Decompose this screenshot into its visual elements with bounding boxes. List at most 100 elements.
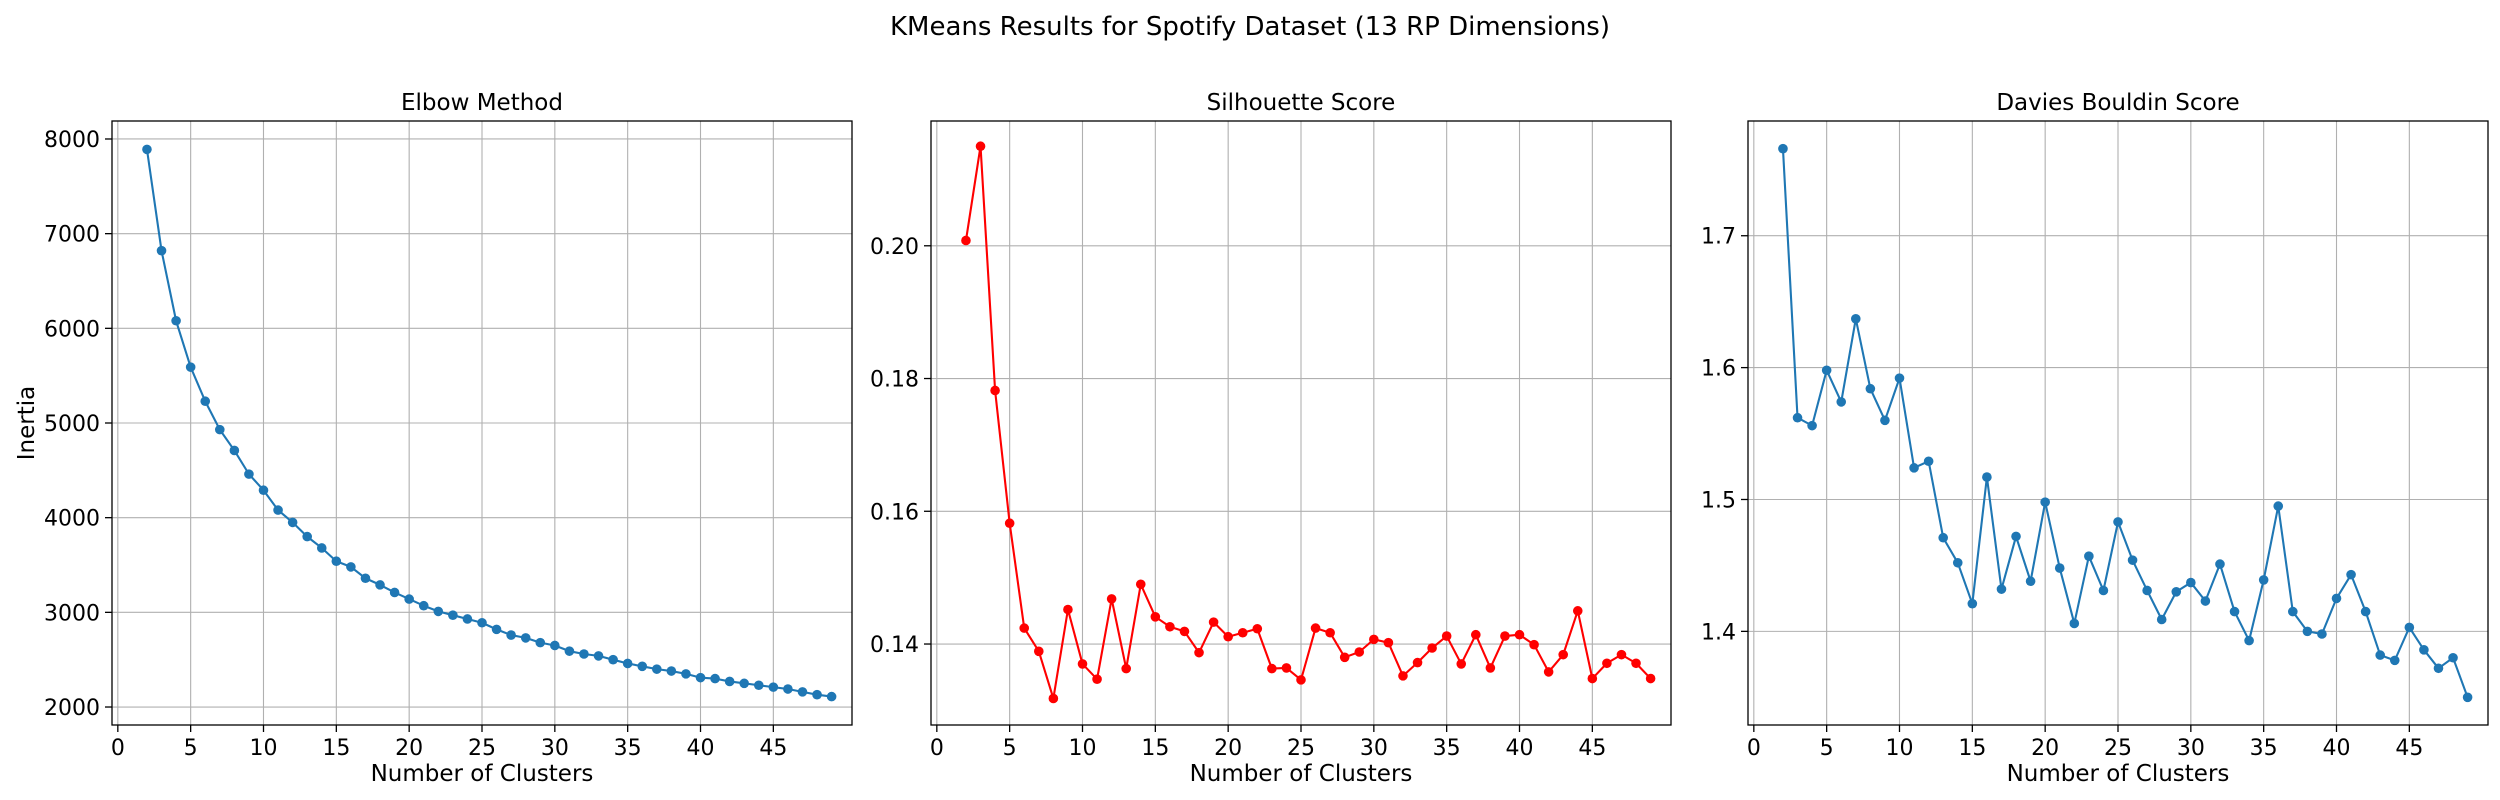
data-point	[1194, 647, 1204, 658]
data-point	[1543, 667, 1554, 677]
data-point	[1150, 612, 1161, 622]
data-point	[1369, 634, 1379, 645]
data-point	[185, 362, 196, 372]
data-point	[637, 661, 648, 672]
data-point	[1092, 674, 1102, 685]
y-tick-label: 7000	[44, 223, 100, 248]
y-tick-label: 1.7	[1701, 225, 1736, 250]
y-tick-label: 6000	[44, 317, 100, 342]
data-point	[1952, 557, 1963, 568]
x-tick-label: 25	[1287, 736, 1315, 761]
x-tick-label: 40	[687, 736, 715, 761]
data-point	[1165, 621, 1175, 632]
data-point	[2462, 692, 2473, 703]
data-point	[1982, 472, 1992, 482]
data-point	[418, 600, 429, 611]
data-point	[1587, 673, 1598, 684]
data-point	[1383, 637, 1394, 648]
x-tick-label: 15	[1141, 736, 1169, 761]
x-tick-label: 5	[1820, 736, 1834, 761]
x-axis-label: Number of Clusters	[371, 761, 594, 787]
data-point	[462, 614, 473, 624]
data-point	[1996, 584, 2007, 594]
data-point	[273, 505, 283, 515]
x-tick-label: 20	[1214, 736, 1242, 761]
data-point	[1354, 647, 1365, 657]
x-tick-label: 40	[2323, 736, 2351, 761]
data-point	[1792, 412, 1803, 423]
data-point	[2244, 635, 2254, 646]
data-point	[506, 630, 516, 640]
data-point	[695, 672, 706, 683]
data-point	[1223, 631, 1233, 642]
data-point	[1237, 627, 1248, 638]
data-point	[1033, 646, 1044, 657]
x-tick-label: 45	[759, 736, 787, 761]
data-point	[2084, 551, 2094, 561]
x-tick-label: 45	[2395, 736, 2423, 761]
data-point	[1252, 623, 1263, 634]
data-point	[550, 640, 560, 651]
chart-panel-3: 0 5 10 15 20 25 30 35 40 45 1.4 1.5 1.6 1.7 Davies Bou…	[1701, 90, 2489, 787]
data-point	[826, 691, 837, 702]
y-tick-label: 1.6	[1701, 357, 1736, 382]
data-point	[1923, 456, 1934, 467]
x-tick-label: 35	[1433, 736, 1461, 761]
data-point	[1179, 626, 1190, 637]
data-point	[389, 587, 400, 598]
data-point	[258, 485, 269, 496]
data-point	[1850, 314, 1861, 324]
data-point	[1514, 629, 1525, 640]
y-tick-label: 1.4	[1701, 620, 1736, 645]
data-point	[1894, 373, 1905, 383]
data-point	[1281, 663, 1292, 673]
x-tick-label: 0	[111, 736, 125, 761]
data-point	[1880, 415, 1890, 426]
y-tick-label: 2000	[44, 696, 100, 721]
y-tick-label: 8000	[44, 128, 100, 153]
data-point	[1938, 532, 1948, 543]
data-point	[797, 687, 808, 697]
data-point	[2200, 596, 2211, 606]
data-point	[2215, 559, 2225, 569]
data-point	[316, 543, 327, 553]
data-point	[768, 682, 779, 692]
data-point	[156, 245, 167, 256]
data-point	[1106, 594, 1117, 604]
data-point	[739, 678, 750, 689]
data-point	[1412, 657, 1423, 668]
data-point	[579, 649, 589, 659]
data-point	[1821, 365, 1832, 376]
data-point	[1427, 643, 1437, 653]
data-point	[1325, 627, 1335, 638]
data-point	[2331, 593, 2342, 604]
data-point	[433, 606, 444, 617]
data-point	[1004, 518, 1015, 529]
data-point	[2302, 626, 2313, 637]
x-tick-label: 0	[1747, 736, 1761, 761]
data-point	[1398, 671, 1408, 681]
data-point	[681, 669, 691, 679]
chart-panel-1: 0 5 10 15 20 25 30 35 40 45 2000 3000 4000 5000 6000 70…	[14, 90, 853, 787]
x-tick-label: 15	[322, 736, 350, 761]
x-tick-label: 10	[1885, 736, 1913, 761]
data-point	[1909, 463, 1919, 473]
data-point	[2360, 606, 2371, 617]
x-tick-label: 35	[614, 736, 642, 761]
data-point	[1529, 639, 1539, 650]
x-tick-label: 20	[395, 736, 423, 761]
x-axis-label: Number of Clusters	[1190, 761, 1413, 787]
data-point	[593, 651, 604, 661]
data-point	[1456, 659, 1467, 669]
data-point	[1500, 631, 1510, 641]
x-tick-label: 35	[2250, 736, 2278, 761]
data-point	[2419, 645, 2429, 655]
data-point	[1485, 663, 1496, 673]
data-point	[564, 646, 575, 656]
data-point	[2404, 622, 2415, 633]
data-point	[1077, 659, 1088, 669]
x-tick-label: 45	[1578, 736, 1606, 761]
data-point	[1645, 673, 1656, 684]
data-point	[961, 235, 971, 246]
